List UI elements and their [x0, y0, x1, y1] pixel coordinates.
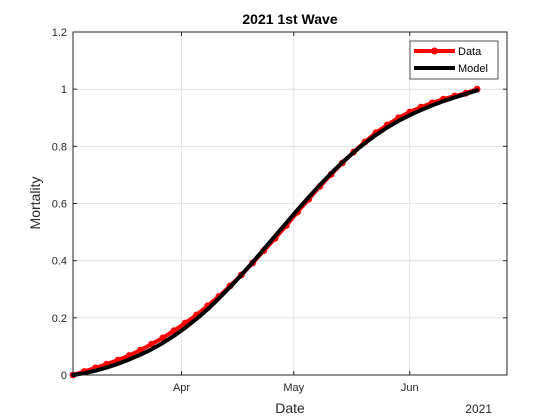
- x-tick-label: Apr: [173, 382, 190, 394]
- x-tick-label: May: [283, 382, 304, 394]
- y-tick-label: 0.2: [52, 313, 67, 325]
- y-tick-label: 1.2: [52, 27, 67, 39]
- chart-title: 2021 1st Wave: [242, 11, 337, 27]
- y-axis-label: Mortality: [27, 177, 43, 230]
- y-tick-label: 0: [61, 370, 67, 382]
- legend-data-label: Data: [458, 46, 482, 58]
- x-axis-year-label: 2021: [465, 402, 492, 416]
- y-tick-label: 0.6: [52, 199, 67, 211]
- x-tick-label: Jun: [401, 382, 419, 394]
- y-tick-label: 0.8: [52, 141, 67, 153]
- data-point-marker: [148, 340, 155, 348]
- y-tick-label: 1: [61, 84, 67, 96]
- axis-ticks: 0 0.2 0.4 0.6 0.8 1 1.2 Apr May Jun: [52, 27, 507, 394]
- x-axis-label: Date: [275, 400, 305, 416]
- legend: Data Model: [409, 40, 499, 80]
- legend-data-marker: [431, 47, 438, 55]
- y-tick-label: 0.4: [52, 256, 67, 268]
- series-layer: [69, 85, 481, 379]
- legend-model-label: Model: [458, 63, 488, 75]
- legend-box: [409, 40, 499, 80]
- model-series-line: [71, 88, 480, 377]
